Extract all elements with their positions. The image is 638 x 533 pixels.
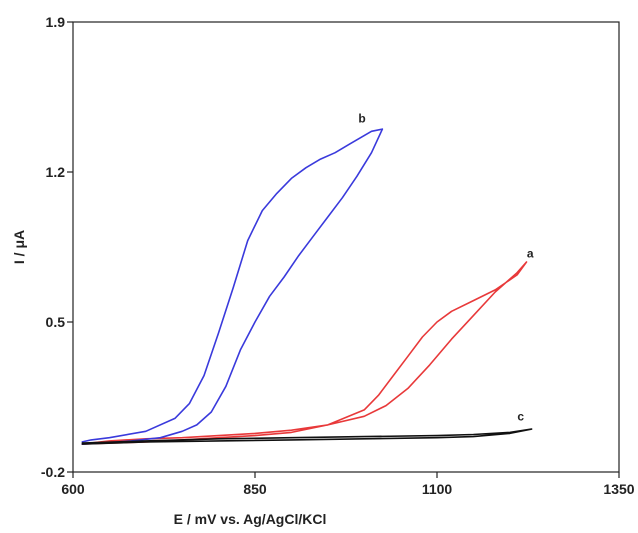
- x-tick-label: 1100: [422, 481, 453, 497]
- plot-frame: [73, 22, 619, 472]
- y-tick-label: -0.2: [41, 464, 65, 480]
- x-axis-ticks: 600 850 1100 1350: [61, 472, 634, 497]
- y-tick-label: 1.9: [46, 14, 66, 30]
- x-axis-title: E / mV vs. Ag/AgCl/KCl: [174, 511, 327, 527]
- y-axis-title: I / μA: [11, 230, 27, 264]
- curve-label-a: a: [527, 247, 534, 261]
- y-tick-label: 0.5: [46, 314, 66, 330]
- y-axis-ticks: -0.2 0.5 1.2 1.9: [41, 14, 73, 480]
- curve-label-b: b: [358, 112, 365, 126]
- x-tick-label: 1350: [603, 481, 634, 497]
- x-tick-label: 850: [243, 481, 267, 497]
- y-tick-label: 1.2: [46, 164, 66, 180]
- curve-label-c: c: [517, 410, 524, 424]
- x-tick-label: 600: [61, 481, 85, 497]
